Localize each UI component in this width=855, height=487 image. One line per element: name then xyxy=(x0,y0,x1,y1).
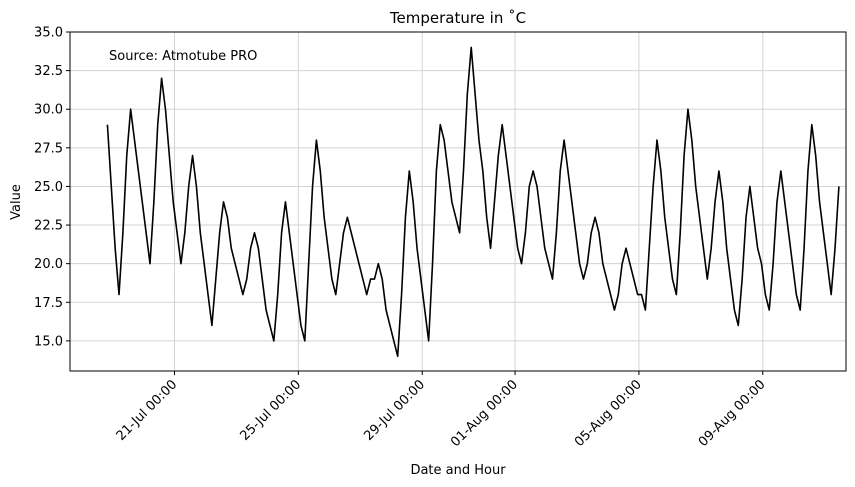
x-tick-label: 29-Jul 00:00 xyxy=(361,377,428,444)
x-tick-label: 05-Aug 00:00 xyxy=(572,377,645,450)
chart-title: Temperature in ˚C xyxy=(389,9,526,27)
y-tick-label: 35.0 xyxy=(34,26,63,41)
y-tick-label: 27.5 xyxy=(34,141,63,156)
plot-frame xyxy=(69,31,847,372)
x-axis-label: Date and Hour xyxy=(410,463,506,478)
y-tick-label: 32.5 xyxy=(34,64,63,79)
temperature-line xyxy=(106,46,840,358)
x-tick-label: 25-Jul 00:00 xyxy=(238,377,305,444)
x-tick-label: 09-Aug 00:00 xyxy=(696,377,769,450)
y-tick-label: 17.5 xyxy=(34,296,63,311)
y-axis-label: Value xyxy=(9,184,24,220)
y-tick-label: 25.0 xyxy=(34,180,63,195)
y-tick-label: 20.0 xyxy=(34,257,63,272)
x-tick-label: 21-Jul 00:00 xyxy=(114,377,181,444)
y-tick-label: 22.5 xyxy=(34,219,63,234)
y-tick-label: 15.0 xyxy=(34,334,63,349)
x-tick-label: 01-Aug 00:00 xyxy=(448,377,521,450)
annotation: Source: Atmotube PRO xyxy=(109,49,257,64)
y-tick-label: 30.0 xyxy=(34,103,63,118)
